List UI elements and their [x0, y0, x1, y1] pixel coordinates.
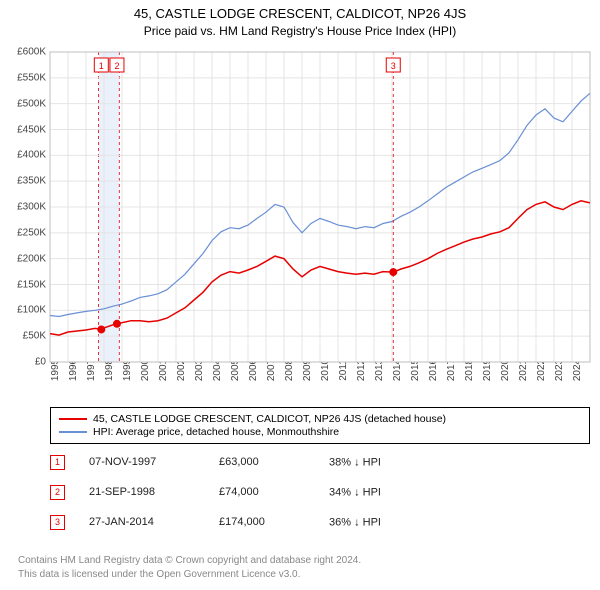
sale-price: £74,000 — [219, 486, 329, 498]
svg-text:1: 1 — [99, 61, 104, 71]
sale-date: 21-SEP-1998 — [89, 486, 219, 498]
sale-row: 2 21-SEP-1998£74,00034% ↓ HPI — [50, 485, 381, 500]
sale-row: 1 07-NOV-1997£63,00038% ↓ HPI — [50, 455, 381, 470]
footnote-copyright: Contains HM Land Registry data © Crown c… — [18, 555, 361, 566]
sale-vs-hpi: 34% ↓ HPI — [329, 486, 381, 498]
chart-legend: 45, CASTLE LODGE CRESCENT, CALDICOT, NP2… — [50, 407, 590, 444]
sale-vs-hpi: 36% ↓ HPI — [329, 516, 381, 528]
sale-vs-hpi: 38% ↓ HPI — [329, 456, 381, 468]
sale-marker-icon: 3 — [50, 515, 65, 530]
svg-text:2: 2 — [114, 61, 119, 71]
sale-date: 07-NOV-1997 — [89, 456, 219, 468]
sale-marker-icon: 2 — [50, 485, 65, 500]
sale-marker-icon: 1 — [50, 455, 65, 470]
legend-item: HPI: Average price, detached house, Monm… — [59, 426, 581, 438]
price-vs-hpi-chart: 12 3 — [0, 0, 600, 364]
sale-price: £63,000 — [219, 456, 329, 468]
sale-row: 3 27-JAN-2014£174,00036% ↓ HPI — [50, 515, 381, 530]
svg-text:3: 3 — [391, 61, 396, 71]
sale-date: 27-JAN-2014 — [89, 516, 219, 528]
sale-price: £174,000 — [219, 516, 329, 528]
footnote-licence: This data is licensed under the Open Gov… — [18, 569, 300, 580]
legend-item: 45, CASTLE LODGE CRESCENT, CALDICOT, NP2… — [59, 413, 581, 425]
